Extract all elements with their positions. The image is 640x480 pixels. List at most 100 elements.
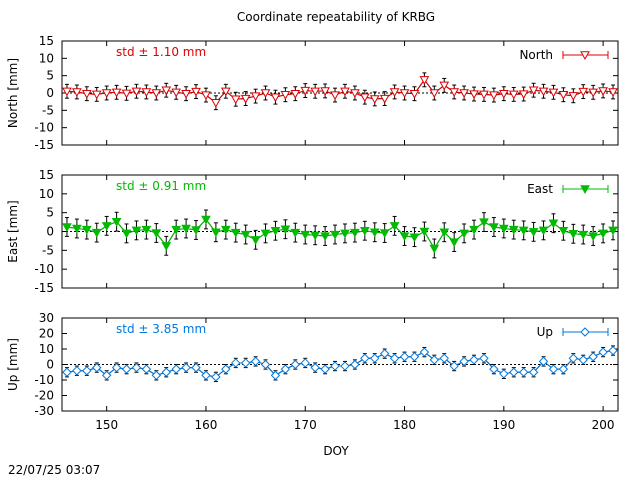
- north-ytick-label: 5: [46, 69, 54, 83]
- east-data-point: [81, 225, 92, 235]
- east-data-point: [220, 225, 231, 235]
- up-data-point: [350, 359, 360, 370]
- up-data-point: [320, 364, 330, 374]
- up-data-point: [111, 362, 122, 373]
- north-data-point: [260, 89, 271, 99]
- east-data-point: [528, 228, 539, 237]
- north-data-point: [62, 87, 72, 97]
- east-data-point: [131, 226, 142, 236]
- xtick-label: 190: [492, 418, 515, 432]
- east-data-point: [399, 232, 410, 242]
- north-data-point: [498, 89, 509, 99]
- up-data-point: [360, 353, 370, 364]
- north-legend-label: North: [519, 48, 553, 62]
- east-data-point: [201, 215, 211, 225]
- up-data-point: [92, 362, 102, 373]
- east-data-point: [568, 230, 579, 239]
- north-ytick-label: -15: [34, 138, 54, 152]
- north-data-point: [340, 87, 350, 97]
- east-data-point: [449, 238, 460, 248]
- east-data-point: [439, 228, 450, 238]
- up-data-point: [499, 369, 509, 379]
- up-data-point: [231, 358, 241, 368]
- east-data-point: [379, 229, 390, 239]
- north-std-annotation: std ± 1.10 mm: [116, 45, 206, 59]
- east-data-point: [151, 229, 162, 239]
- east-data-point: [538, 226, 549, 236]
- north-data-point: [280, 91, 291, 100]
- up-std-annotation: std ± 3.85 mm: [116, 322, 206, 336]
- up-y-axis-label: Up [mm]: [6, 338, 20, 391]
- east-data-point: [429, 244, 440, 254]
- east-data-point: [230, 228, 241, 238]
- north-data-point: [211, 99, 221, 108]
- north-data-point: [608, 88, 618, 97]
- east-ytick-label: 10: [39, 187, 54, 201]
- north-legend: North: [519, 48, 609, 62]
- east-data-point: [300, 230, 311, 240]
- north-data-point: [568, 92, 579, 101]
- north-data-point: [220, 87, 231, 97]
- xtick-label: 180: [393, 418, 416, 432]
- up-data-point: [538, 356, 549, 367]
- east-data-point: [369, 228, 380, 238]
- east-data-point: [330, 230, 340, 240]
- north-data-point: [141, 88, 152, 97]
- up-data-point: [608, 345, 618, 356]
- north-data-point: [81, 89, 92, 99]
- east-data-point: [290, 228, 301, 238]
- east-data-point: [489, 223, 499, 233]
- up-ytick-label: 20: [39, 327, 54, 341]
- up-ytick-label: 0: [46, 358, 54, 372]
- up-data-point: [290, 359, 301, 370]
- east-std-annotation: std ± 0.91 mm: [116, 179, 206, 193]
- up-data-point: [370, 353, 380, 364]
- north-data-point: [101, 89, 112, 99]
- north-data-point: [479, 90, 489, 100]
- east-data-point: [479, 218, 489, 228]
- east-data-point: [409, 233, 420, 243]
- east-data-point: [518, 226, 529, 236]
- east-data-point: [498, 224, 509, 234]
- east-data-point: [181, 224, 191, 234]
- up-data-point: [588, 352, 598, 362]
- up-data-point: [469, 355, 479, 365]
- up-data-point: [211, 372, 221, 382]
- east-data-point: [141, 225, 152, 235]
- east-data-point: [588, 232, 599, 242]
- up-data-point: [141, 364, 152, 374]
- north-ytick-label: -5: [42, 103, 54, 117]
- up-data-point: [101, 370, 112, 381]
- up-data-point: [439, 353, 449, 364]
- east-data-point: [508, 225, 519, 235]
- north-data-point: [469, 90, 479, 100]
- east-data-point: [111, 218, 122, 227]
- east-legend-marker: [580, 185, 590, 195]
- north-data-point: [399, 89, 410, 99]
- east-panel: 15 10 5 0 -5 -10 -15 East [mm] std ± 0.91 mm East: [6, 168, 619, 295]
- east-data-point: [101, 222, 112, 231]
- up-data-point: [300, 358, 310, 368]
- east-data-point: [280, 225, 291, 235]
- xtick-label: 200: [592, 418, 615, 432]
- north-data-point: [578, 87, 589, 97]
- north-data-point: [538, 87, 549, 97]
- north-data-point: [369, 95, 380, 104]
- xtick-label: 160: [195, 418, 218, 432]
- east-data-point: [389, 222, 400, 231]
- north-data-point: [191, 87, 201, 97]
- up-data-point: [459, 356, 469, 367]
- north-data-point: [489, 91, 499, 101]
- north-data-point: [91, 90, 102, 100]
- north-data-point: [121, 89, 132, 99]
- x-axis-label: DOY: [323, 444, 349, 458]
- east-data-point: [121, 229, 132, 239]
- up-ytick-label: -10: [34, 373, 54, 387]
- east-data-point: [340, 229, 350, 239]
- north-y-axis-label: North [mm]: [6, 58, 20, 128]
- north-data-point: [419, 76, 430, 85]
- north-legend-marker: [580, 51, 590, 61]
- east-y-axis-label: East [mm]: [6, 200, 20, 262]
- up-data-point: [330, 361, 340, 371]
- north-data-point: [300, 86, 311, 96]
